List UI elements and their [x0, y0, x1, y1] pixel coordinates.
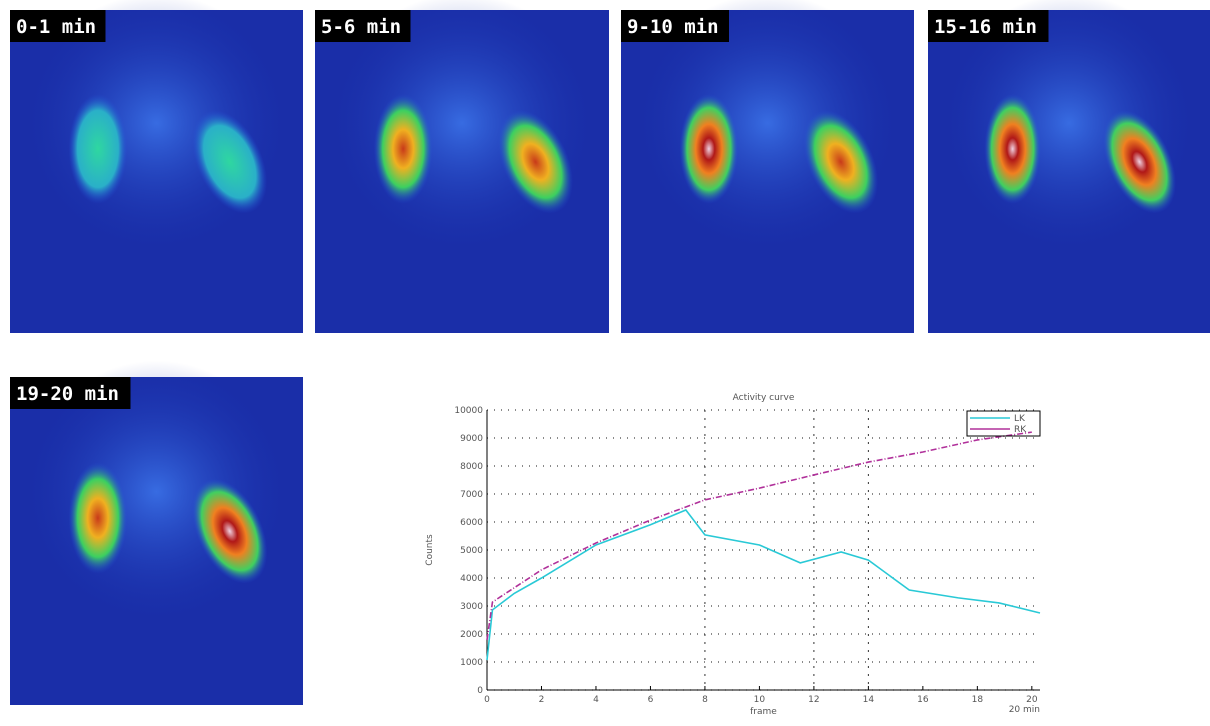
- y-tick-label: 3000: [460, 602, 483, 612]
- left-kidney: [679, 93, 739, 204]
- x-tick-label: 20: [1026, 695, 1038, 705]
- y-tick-label: 10000: [454, 406, 483, 416]
- right-kidney: [803, 110, 879, 214]
- right-kidney: [192, 110, 268, 214]
- left-kidney: [984, 93, 1041, 204]
- label-bg: [621, 10, 729, 42]
- y-tick-label: 8000: [460, 462, 483, 472]
- scan-panel: 15-16 min: [928, 0, 1210, 333]
- y-tick-label: 6000: [460, 518, 483, 528]
- left-kidney: [68, 93, 128, 204]
- y-tick-label: 7000: [460, 490, 483, 500]
- right-kidney: [192, 478, 268, 584]
- series-line: [486, 431, 1032, 640]
- x-tick-label: 10: [754, 695, 766, 705]
- y-axis-label: Counts: [425, 534, 435, 566]
- annotation: 20 min: [1009, 705, 1040, 715]
- x-tick-label: 18: [972, 695, 984, 705]
- x-tick-label: 8: [702, 695, 708, 705]
- legend-label: RK: [1014, 425, 1027, 435]
- y-tick-label: 0: [477, 686, 483, 696]
- y-tick-label: 2000: [460, 630, 483, 640]
- x-axis-label: frame: [750, 707, 777, 717]
- label-bg: [315, 10, 411, 42]
- y-tick-label: 4000: [460, 574, 483, 584]
- scan-panel: 19-20 min: [10, 360, 303, 705]
- panel-label: 15-16 min: [934, 16, 1037, 38]
- panel-label: 5-6 min: [321, 16, 401, 38]
- x-tick-label: 12: [808, 695, 819, 705]
- scan-panel: 5-6 min: [315, 0, 609, 333]
- x-tick-label: 16: [917, 695, 929, 705]
- left-kidney: [68, 462, 128, 574]
- y-tick-label: 9000: [460, 434, 483, 444]
- legend-box: [966, 410, 1041, 437]
- x-tick-label: 0: [484, 695, 490, 705]
- left-kidney: [373, 93, 433, 204]
- label-bg: [928, 10, 1049, 42]
- x-tick-label: 6: [648, 695, 654, 705]
- x-tick-label: 14: [863, 695, 875, 705]
- scan-panel: 9-10 min: [621, 0, 914, 333]
- scan-panel: 0-1 min: [10, 0, 303, 333]
- panel-label: 19-20 min: [16, 383, 119, 405]
- right-kidney: [498, 110, 573, 214]
- x-tick-label: 2: [539, 695, 545, 705]
- chart-title: Activity curve: [733, 393, 795, 403]
- label-bg: [10, 10, 106, 42]
- x-tick-label: 4: [593, 695, 599, 705]
- right-kidney: [1103, 110, 1176, 214]
- y-tick-label: 5000: [460, 546, 483, 556]
- y-tick-label: 1000: [460, 658, 483, 668]
- legend-label: LK: [1014, 414, 1026, 424]
- series-line: [486, 508, 1041, 661]
- panel-label: 0-1 min: [16, 16, 96, 38]
- panel-label: 9-10 min: [627, 16, 719, 38]
- label-bg: [10, 377, 131, 409]
